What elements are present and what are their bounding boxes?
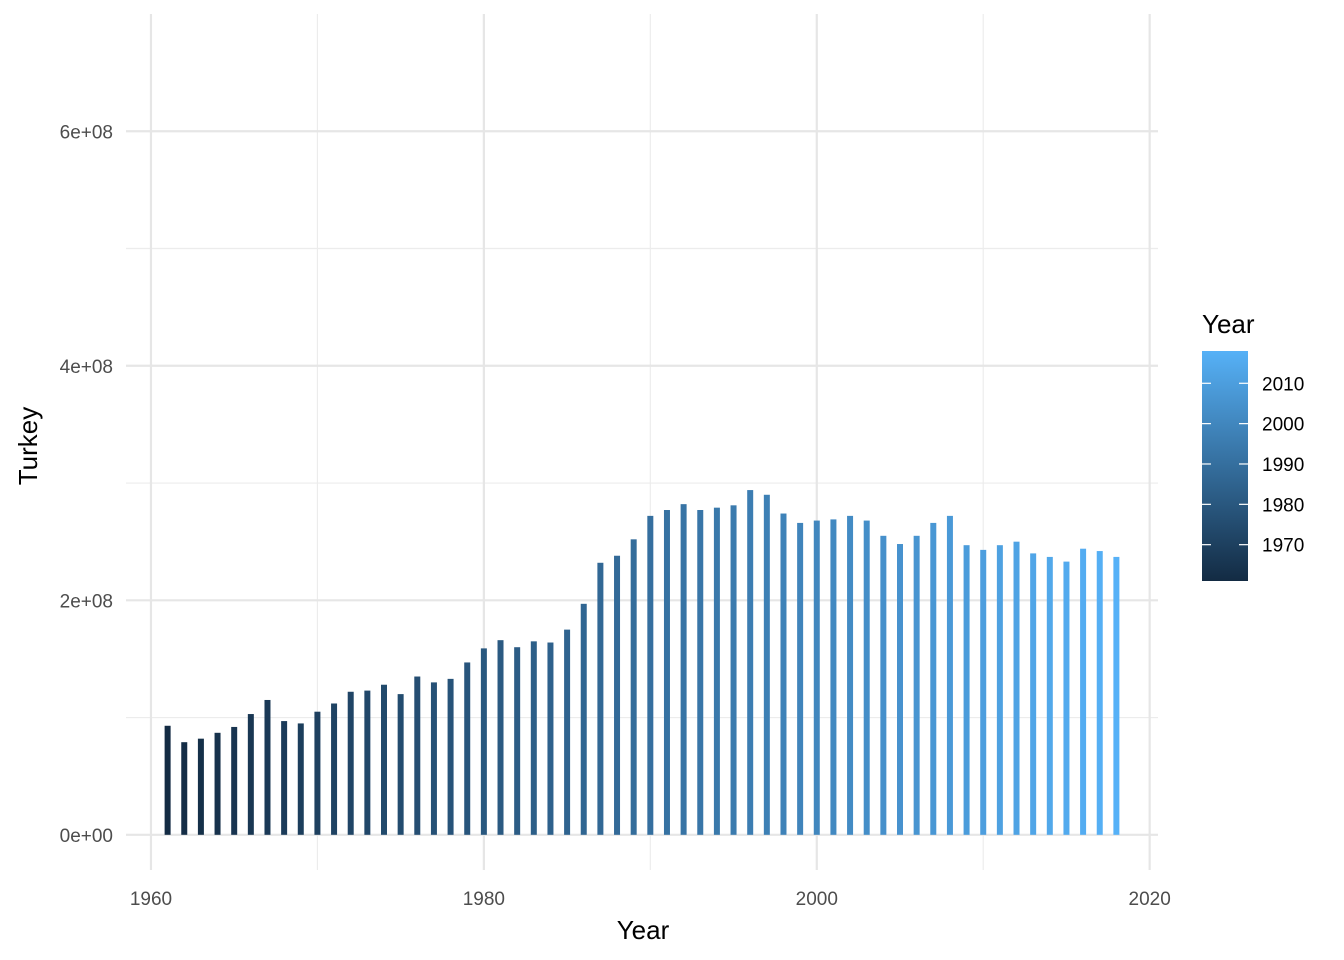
bar: [813, 520, 820, 835]
bar: [863, 520, 870, 835]
bar: [797, 522, 804, 835]
bar: [414, 676, 421, 835]
legend-labels: 2010 2000 1990 1980 1970: [1262, 374, 1304, 556]
bar: [1063, 561, 1070, 835]
y-tick-label: 0e+00: [60, 826, 113, 847]
bar: [830, 519, 837, 835]
bar: [614, 555, 621, 835]
bar: [181, 742, 188, 835]
y-axis-tick-labels: 0e+00 2e+08 4e+08 6e+08: [60, 122, 113, 847]
x-tick-label: 1980: [463, 889, 505, 910]
bar: [597, 562, 604, 835]
x-axis-tick-labels: 1960 1980 2000 2020: [130, 889, 1171, 910]
bar: [480, 648, 487, 835]
legend-label: 1990: [1262, 455, 1304, 476]
bar: [530, 641, 537, 835]
legend-colorbar: [1202, 351, 1248, 581]
bar: [247, 714, 254, 835]
y-tick-label: 6e+08: [60, 122, 113, 143]
bar: [331, 703, 338, 835]
bar: [564, 629, 571, 835]
bar: [197, 738, 204, 835]
legend-ticks: [1202, 382, 1248, 546]
bar: [680, 504, 687, 835]
bar: [697, 510, 704, 835]
bar: [730, 505, 737, 835]
bar: [497, 640, 504, 835]
legend-label: 1980: [1262, 495, 1304, 516]
bar: [996, 545, 1003, 835]
x-tick-label: 2020: [1129, 889, 1171, 910]
bar: [1080, 548, 1087, 835]
bar: [381, 684, 387, 835]
bar: [464, 662, 471, 835]
minor-gridlines: [126, 14, 1158, 870]
x-tick-label: 1960: [130, 889, 172, 910]
bar: [1113, 556, 1120, 835]
x-tick-label: 2000: [796, 889, 838, 910]
bar: [880, 535, 887, 835]
bar: [897, 544, 903, 835]
bar: [713, 507, 720, 835]
bar: [547, 642, 554, 835]
y-tick-label: 4e+08: [60, 357, 113, 378]
bar: [847, 515, 854, 835]
bar: [580, 603, 587, 835]
legend-label: 2000: [1262, 415, 1304, 436]
bar: [281, 721, 288, 835]
bar: [747, 490, 754, 835]
bar: [397, 694, 404, 835]
bar: [930, 522, 937, 835]
y-tick-label: 2e+08: [60, 591, 113, 612]
bar: [347, 691, 354, 835]
bar: [314, 711, 321, 835]
bar: [946, 515, 953, 835]
legend-label: 1970: [1262, 536, 1304, 557]
bar: [780, 513, 787, 835]
bar: [647, 515, 654, 835]
bar: [630, 539, 637, 835]
bar: [1096, 551, 1103, 835]
bar: [1030, 553, 1037, 835]
bar: [763, 494, 770, 835]
bar: [980, 549, 987, 835]
x-axis-title: Year: [617, 915, 670, 945]
bar: [364, 690, 371, 835]
bar: [963, 545, 970, 835]
bar: [231, 726, 238, 835]
major-gridlines: [126, 14, 1158, 870]
y-axis-title: Turkey: [13, 407, 43, 486]
bar: [913, 535, 920, 835]
bars: [164, 490, 1120, 835]
bar: [297, 723, 304, 835]
bar: [214, 732, 221, 835]
bar: [1046, 556, 1053, 835]
bar: [264, 699, 271, 835]
legend-title: Year: [1202, 309, 1255, 339]
bar: [1013, 541, 1020, 835]
bar: [663, 510, 670, 835]
legend-label: 2010: [1262, 374, 1304, 395]
bar: [447, 678, 454, 835]
bar: [514, 647, 521, 835]
colorbar-legend: Year 2010 2000 1990 1980 1970: [1202, 309, 1304, 581]
bar: [430, 682, 437, 835]
bar: [164, 725, 171, 835]
